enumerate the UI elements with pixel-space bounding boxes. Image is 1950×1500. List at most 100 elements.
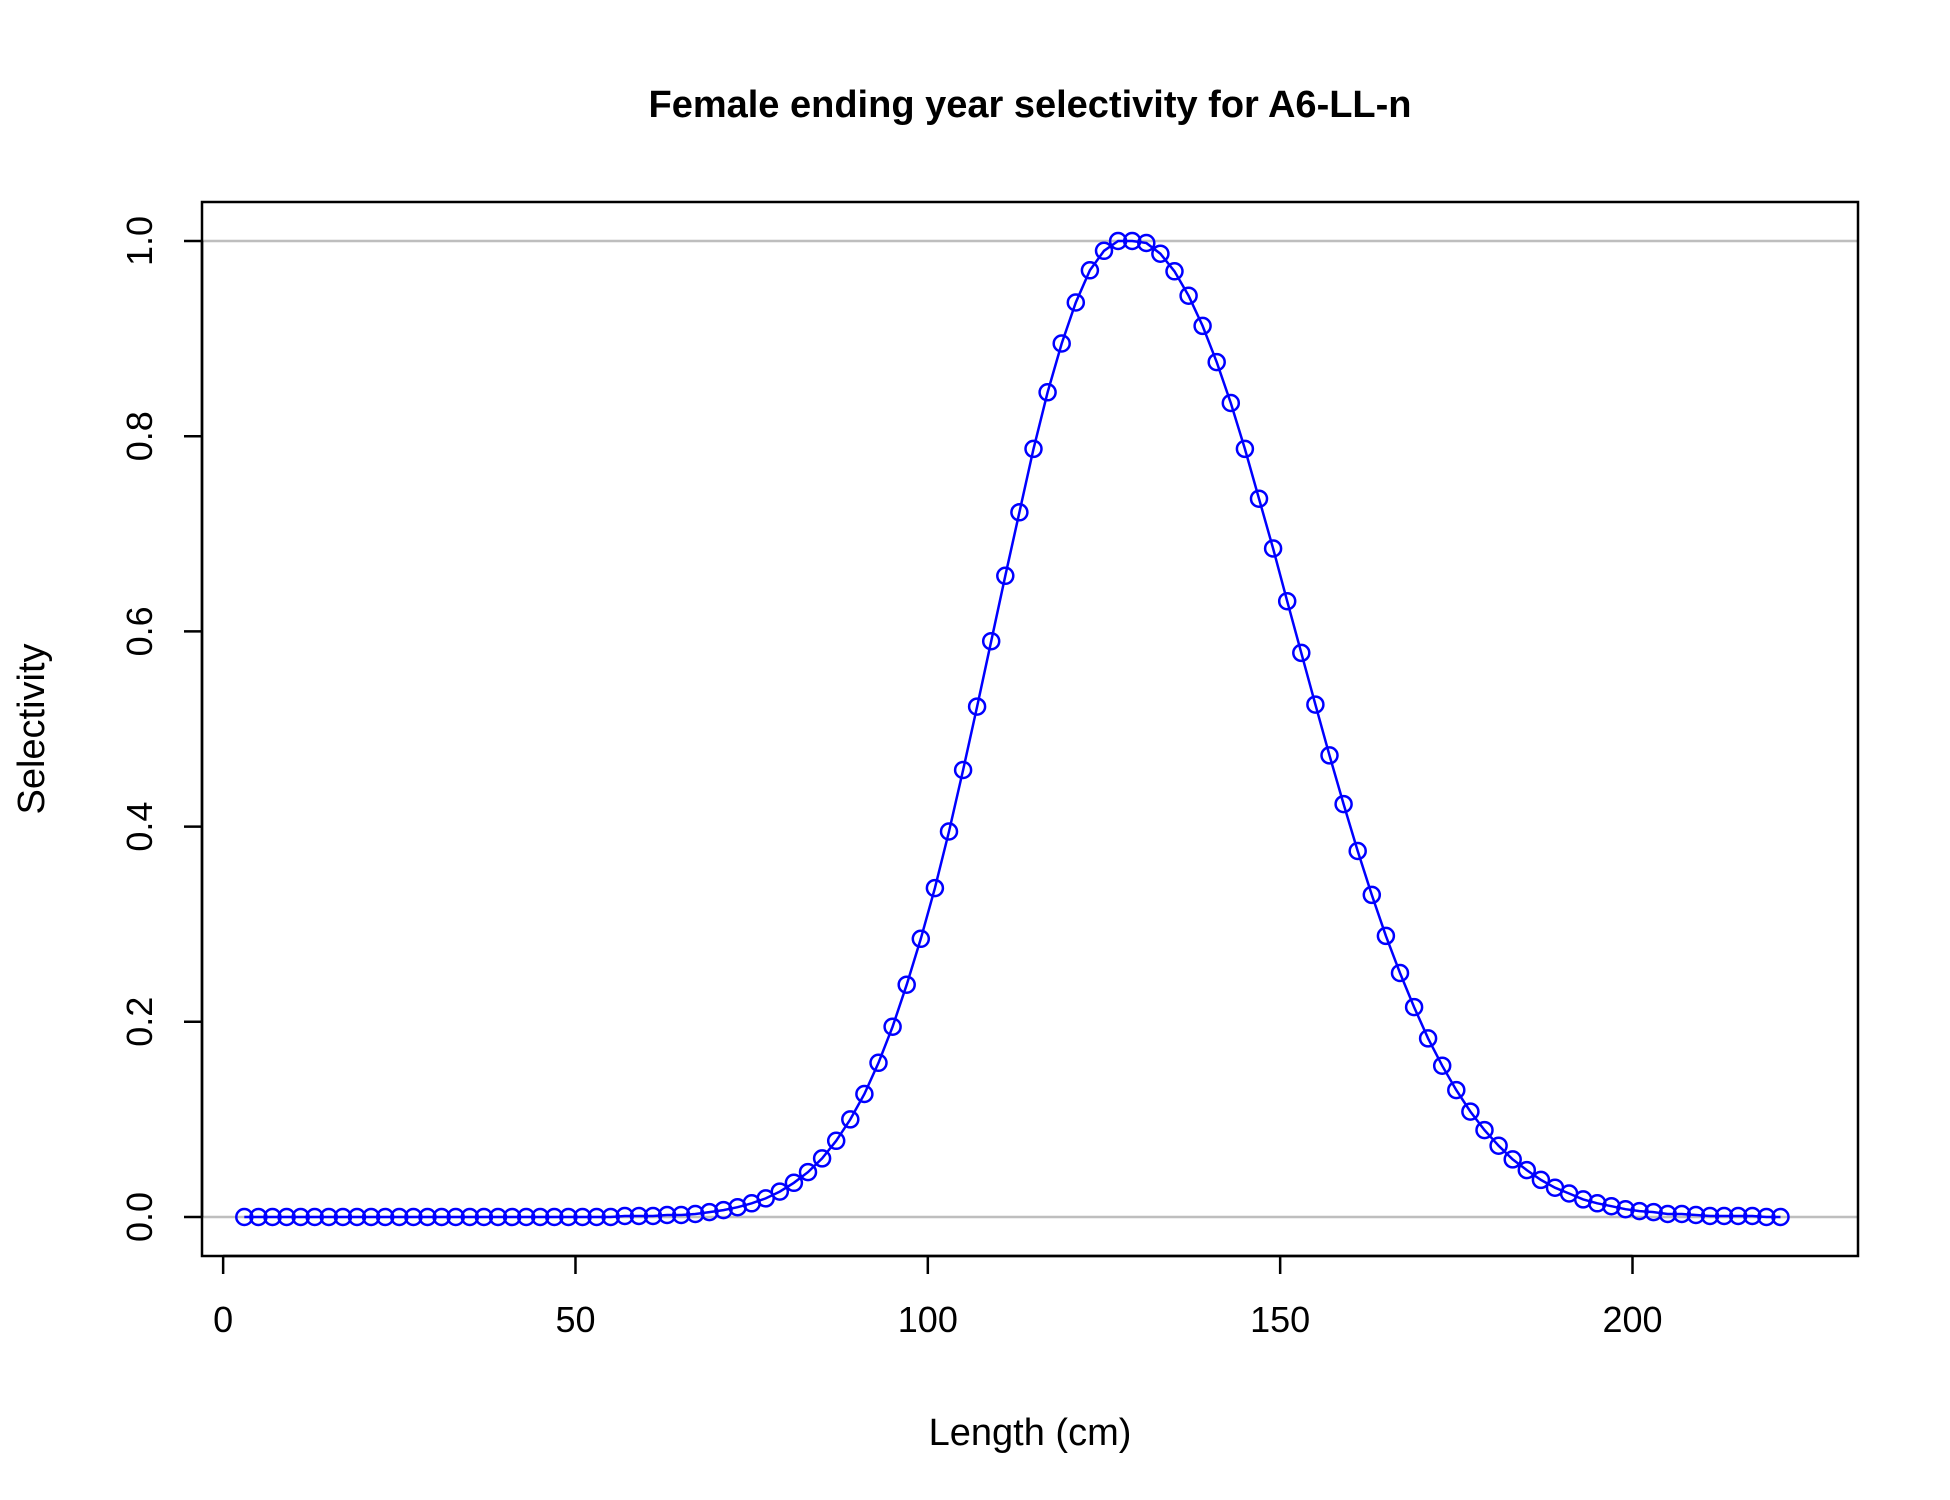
data-point (1700, 1206, 1720, 1226)
data-point (1728, 1206, 1748, 1226)
data-point (798, 1162, 818, 1182)
data-point (883, 1017, 902, 1036)
data-point (587, 1207, 606, 1227)
data-point (714, 1200, 733, 1220)
x-axis-title: Length (cm) (929, 1412, 1132, 1454)
data-point (545, 1207, 564, 1227)
plot-frame (200, 200, 1860, 1258)
data-point (1179, 286, 1198, 305)
data-point (911, 929, 931, 949)
data-point (1447, 1080, 1466, 1100)
data-point (629, 1206, 649, 1226)
data-point (953, 760, 973, 780)
data-point (925, 878, 945, 898)
data-point (1207, 352, 1226, 372)
data-point (1024, 439, 1043, 459)
y-tick-label: 0.0 (119, 1192, 160, 1242)
data-point (1066, 293, 1086, 312)
data-point (1658, 1204, 1677, 1224)
data-point (1644, 1202, 1663, 1222)
data-point (1517, 1160, 1537, 1180)
x-tick-label: 50 (555, 1299, 595, 1340)
data-point (474, 1207, 494, 1227)
data-point (502, 1207, 522, 1227)
data-point (1672, 1204, 1692, 1224)
data-point (361, 1207, 381, 1227)
data-point (1531, 1170, 1551, 1190)
data-point (1292, 643, 1311, 663)
series-line (244, 239, 1781, 1219)
data-point (1277, 591, 1297, 611)
data-point (939, 822, 959, 841)
data-point (1080, 261, 1100, 280)
data-point (375, 1207, 395, 1227)
data-point (812, 1149, 832, 1168)
y-tick-label: 0.2 (119, 997, 160, 1047)
data-point (981, 631, 1001, 651)
data-point (855, 1084, 874, 1104)
data-point (263, 1207, 282, 1227)
data-point (1235, 439, 1255, 459)
data-point (1714, 1206, 1734, 1226)
data-point (996, 566, 1015, 586)
data-point (559, 1207, 578, 1227)
data-point (1686, 1205, 1706, 1225)
data-point (390, 1207, 409, 1227)
data-point (1743, 1206, 1762, 1226)
data-point (1122, 231, 1142, 251)
data-point (1390, 963, 1410, 983)
data-point (1052, 334, 1071, 353)
y-tick-label: 0.6 (119, 606, 160, 656)
data-point (643, 1206, 663, 1226)
data-point (1038, 383, 1057, 402)
data-point (1757, 1207, 1776, 1227)
data-point (305, 1207, 324, 1227)
data-point (319, 1207, 339, 1227)
x-tick-label: 200 (1602, 1299, 1662, 1340)
data-point (249, 1207, 268, 1227)
data-point (615, 1206, 635, 1226)
data-point (657, 1205, 677, 1225)
data-point (826, 1131, 846, 1151)
data-point (1489, 1136, 1508, 1155)
data-point (1630, 1201, 1649, 1221)
y-axis: 0.0 0.2 0.4 0.6 0.8 1.0 (119, 216, 204, 1242)
data-point (1588, 1194, 1607, 1213)
data-point (1306, 695, 1325, 714)
data-point (967, 697, 987, 716)
data-point (404, 1207, 423, 1227)
data-point (1461, 1102, 1480, 1121)
data-point (1010, 503, 1029, 522)
data-point (841, 1110, 860, 1129)
data-point (869, 1053, 888, 1073)
data-point (1771, 1207, 1790, 1227)
data-point (1418, 1029, 1438, 1048)
x-axis: 0 50 100 150 200 (213, 1254, 1663, 1340)
data-point (1348, 841, 1367, 861)
data-point (784, 1173, 804, 1193)
chart-title: Female ending year selectivity for A6-LL… (648, 84, 1411, 126)
data-point (1193, 316, 1212, 336)
data-point (347, 1207, 367, 1227)
y-axis-title: Selectivity (11, 643, 53, 814)
data-point (1616, 1199, 1635, 1219)
data-point (1320, 746, 1339, 765)
data-point (1503, 1150, 1522, 1169)
y-tick-label: 0.8 (119, 411, 160, 461)
data-point (1404, 997, 1424, 1017)
data-point (573, 1207, 592, 1227)
data-point (277, 1207, 296, 1227)
data-point (1475, 1120, 1494, 1140)
data-point (530, 1207, 550, 1227)
y-tick-label: 1.0 (119, 216, 160, 266)
data-point (686, 1204, 705, 1224)
data-point (460, 1207, 480, 1227)
data-point (700, 1202, 719, 1222)
data-point (418, 1207, 437, 1227)
data-point (432, 1207, 451, 1227)
x-tick-label: 0 (213, 1299, 233, 1340)
data-point (1376, 926, 1396, 946)
data-point (333, 1207, 353, 1227)
data-point (1165, 262, 1184, 281)
data-point (770, 1182, 790, 1201)
